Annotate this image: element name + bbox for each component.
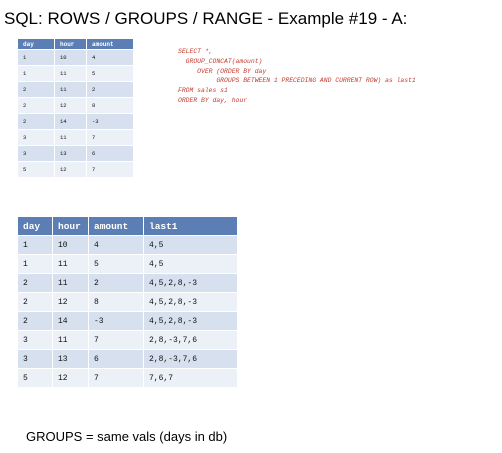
- result-cell-amount: 7: [88, 330, 144, 350]
- source-table-row: 1 11 5: [17, 65, 134, 82]
- source-cell-amount: 8: [86, 97, 134, 114]
- result-cell-amount: 7: [88, 368, 144, 388]
- source-cell-day: 1: [17, 65, 55, 82]
- source-cell-amount: 5: [86, 65, 134, 82]
- footer-note: GROUPS = same vals (days in db): [26, 429, 228, 444]
- result-table-row: 1 11 5 4,5: [17, 254, 238, 274]
- result-table-header-row: day hour amount last1: [17, 216, 238, 236]
- source-cell-amount: 2: [86, 81, 134, 98]
- source-cell-hour: 10: [54, 49, 87, 66]
- result-table-row: 2 14 -3 4,5,2,8,-3: [17, 311, 238, 331]
- result-cell-last1: 2,8,-3,7,6: [143, 349, 238, 369]
- result-cell-hour: 11: [52, 330, 89, 350]
- result-column-header-amount: amount: [88, 216, 144, 236]
- source-cell-day: 2: [17, 81, 55, 98]
- result-cell-amount: 2: [88, 273, 144, 293]
- result-cell-day: 2: [17, 292, 53, 312]
- source-cell-hour: 11: [54, 81, 87, 98]
- result-column-header-hour: hour: [52, 216, 89, 236]
- sql-query: SELECT *, GROUP_CONCAT(amount) OVER (ORD…: [178, 47, 416, 106]
- result-cell-last1: 2,8,-3,7,6: [143, 330, 238, 350]
- sql-line: FROM sales s1: [178, 87, 228, 95]
- result-cell-day: 5: [17, 368, 53, 388]
- source-cell-amount: -3: [86, 113, 134, 130]
- result-table-row: 5 12 7 7,6,7: [17, 368, 238, 388]
- source-cell-amount: 6: [86, 145, 134, 162]
- result-cell-last1: 4,5: [143, 254, 238, 274]
- source-table-row: 2 14 -3: [17, 113, 134, 130]
- result-cell-last1: 4,5: [143, 235, 238, 255]
- result-cell-hour: 10: [52, 235, 89, 255]
- result-cell-hour: 12: [52, 368, 89, 388]
- result-cell-amount: 5: [88, 254, 144, 274]
- source-table-row: 3 13 6: [17, 145, 134, 162]
- sql-line: GROUP_CONCAT(amount): [178, 57, 263, 65]
- result-cell-day: 2: [17, 311, 53, 331]
- result-cell-last1: 7,6,7: [143, 368, 238, 388]
- sql-line: SELECT *,: [178, 48, 213, 55]
- source-cell-hour: 14: [54, 113, 87, 130]
- sql-line: GROUPS BETWEEN 1 PRECEDING AND CURRENT R…: [178, 77, 416, 85]
- source-cell-amount: 4: [86, 49, 134, 66]
- result-cell-hour: 14: [52, 311, 89, 331]
- source-table-header-row: day hour amount: [17, 38, 134, 50]
- result-cell-hour: 13: [52, 349, 89, 369]
- page-title: SQL: ROWS / GROUPS / RANGE - Example #19…: [4, 9, 408, 28]
- source-cell-day: 3: [17, 145, 55, 162]
- source-cell-day: 5: [17, 161, 55, 178]
- source-cell-amount: 7: [86, 129, 134, 146]
- result-table-row: 3 13 6 2,8,-3,7,6: [17, 349, 238, 369]
- source-cell-day: 3: [17, 129, 55, 146]
- source-table-row: 2 11 2: [17, 81, 134, 98]
- result-cell-amount: 8: [88, 292, 144, 312]
- source-column-header-day: day: [17, 38, 55, 50]
- source-cell-day: 1: [17, 49, 55, 66]
- result-cell-day: 3: [17, 330, 53, 350]
- result-cell-last1: 4,5,2,8,-3: [143, 311, 238, 331]
- source-table-row: 1 10 4: [17, 49, 134, 66]
- result-cell-amount: -3: [88, 311, 144, 331]
- source-cell-hour: 13: [54, 145, 87, 162]
- source-column-header-hour: hour: [54, 38, 87, 50]
- result-cell-hour: 11: [52, 273, 89, 293]
- source-cell-hour: 12: [54, 161, 87, 178]
- source-cell-amount: 7: [86, 161, 134, 178]
- result-cell-hour: 11: [52, 254, 89, 274]
- source-cell-day: 2: [17, 113, 55, 130]
- result-table-row: 2 12 8 4,5,2,8,-3: [17, 292, 238, 312]
- result-cell-day: 1: [17, 254, 53, 274]
- result-column-header-last1: last1: [143, 216, 238, 236]
- source-cell-hour: 11: [54, 129, 87, 146]
- result-cell-day: 1: [17, 235, 53, 255]
- result-cell-day: 3: [17, 349, 53, 369]
- result-table-row: 3 11 7 2,8,-3,7,6: [17, 330, 238, 350]
- source-cell-hour: 11: [54, 65, 87, 82]
- result-cell-day: 2: [17, 273, 53, 293]
- result-table-row: 1 10 4 4,5: [17, 235, 238, 255]
- result-cell-last1: 4,5,2,8,-3: [143, 273, 238, 293]
- result-cell-last1: 4,5,2,8,-3: [143, 292, 238, 312]
- source-table-row: 2 12 8: [17, 97, 134, 114]
- source-column-header-amount: amount: [86, 38, 134, 50]
- source-table-row: 3 11 7: [17, 129, 134, 146]
- result-table-row: 2 11 2 4,5,2,8,-3: [17, 273, 238, 293]
- source-cell-day: 2: [17, 97, 55, 114]
- result-column-header-day: day: [17, 216, 53, 236]
- source-cell-hour: 12: [54, 97, 87, 114]
- result-table: day hour amount last1 1 10 4 4,5 1 11 5 …: [17, 216, 238, 388]
- result-cell-hour: 12: [52, 292, 89, 312]
- source-table-row: 5 12 7: [17, 161, 134, 178]
- sql-line: OVER (ORDER BY day: [178, 67, 267, 75]
- result-cell-amount: 6: [88, 349, 144, 369]
- source-table: day hour amount 1 10 4 1 11 5 2 11 2 2 1…: [17, 38, 134, 178]
- sql-line: ORDER BY day, hour: [178, 96, 248, 104]
- result-cell-amount: 4: [88, 235, 144, 255]
